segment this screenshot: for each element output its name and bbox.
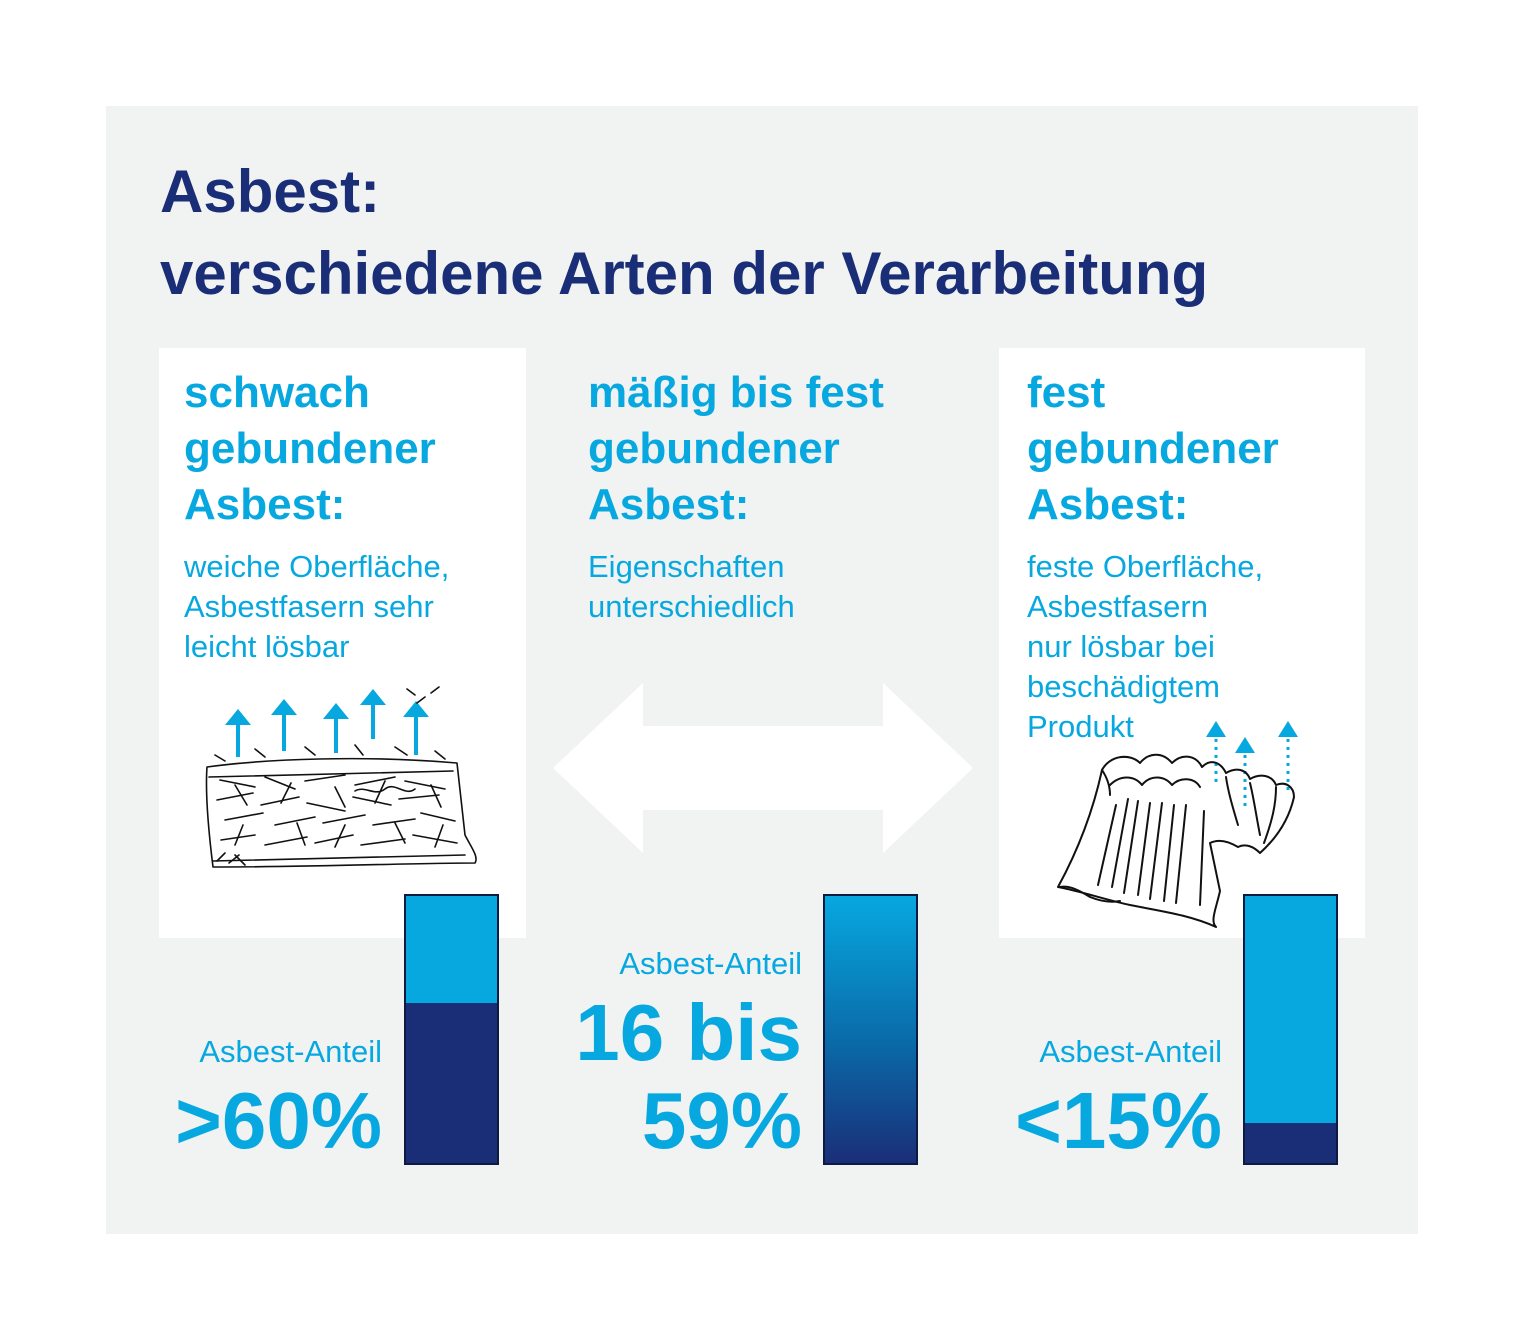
heading-moderate-line-1: mäßig bis fest [588, 368, 884, 417]
share-label-moderate: Asbest-Anteil [619, 946, 802, 981]
share-value-firm: <15% [1015, 1076, 1222, 1165]
heading-firm-line-2: gebundener [1027, 424, 1279, 473]
double-arrow-icon [553, 683, 973, 853]
desc-weakly-line-2: Asbestfasern sehr [184, 589, 434, 624]
share-label-firm: Asbest-Anteil [1039, 1034, 1222, 1069]
desc-moderate-line-1: Eigenschaften [588, 549, 785, 584]
card-weakly-bound [159, 348, 526, 938]
desc-firm-line-5: Produkt [1027, 709, 1134, 744]
desc-firm-line-1: feste Oberfläche, [1027, 549, 1264, 584]
loose-fiber-block-icon [205, 686, 477, 868]
share-bar-moderate [823, 894, 918, 1165]
share-value-moderate-line-2: 59% [641, 1076, 802, 1165]
desc-weakly-line-3: leicht lösbar [184, 629, 350, 664]
heading-weakly-line-2: gebundener [184, 424, 436, 473]
heading-weakly-line-1: schwach [184, 368, 370, 417]
heading-firm-line-1: fest [1027, 368, 1106, 417]
heading-weakly-line-3: Asbest: [184, 480, 346, 529]
share-bar-weakly [404, 894, 499, 1165]
title-line-2: verschiedene Arten der Verarbeitung [160, 240, 1209, 307]
desc-firm-line-4: beschädigtem [1027, 669, 1221, 704]
desc-moderate-line-2: unterschiedlich [588, 589, 795, 624]
title-line-1: Asbest: [160, 158, 381, 225]
share-value-weakly: >60% [175, 1076, 382, 1165]
share-label-weakly: Asbest-Anteil [199, 1034, 382, 1069]
heading-firm-line-3: Asbest: [1027, 480, 1189, 529]
share-bar-firm [1243, 894, 1338, 1165]
desc-firm-line-2: Asbestfasern [1027, 589, 1208, 624]
share-value-moderate-line-1: 16 bis [575, 988, 802, 1077]
desc-weakly-line-1: weiche Oberfläche, [184, 549, 450, 584]
desc-firm-line-3: nur lösbar bei [1027, 629, 1215, 664]
heading-moderate-line-3: Asbest: [588, 480, 750, 529]
corrugated-sheet-icon [1057, 721, 1298, 928]
heading-moderate-line-2: gebundener [588, 424, 840, 473]
